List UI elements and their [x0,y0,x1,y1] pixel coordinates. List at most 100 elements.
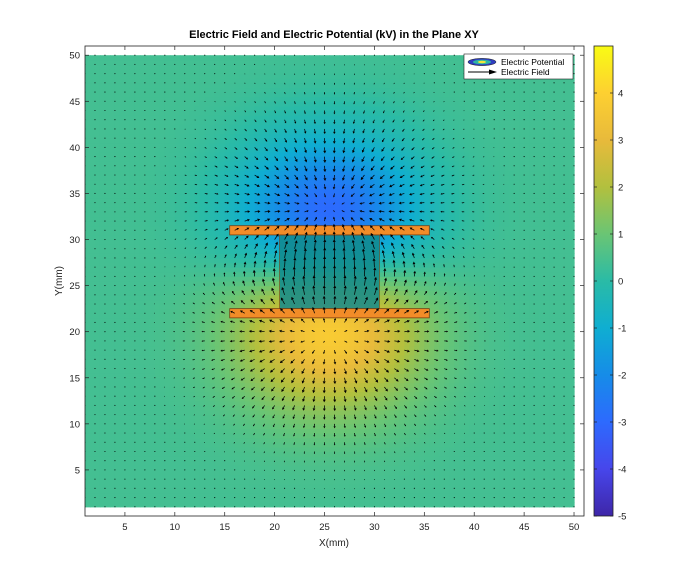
heatmap-cell [134,373,141,379]
heatmap-cell [319,382,326,388]
heatmap-cell [229,446,236,453]
heatmap-cell [129,244,136,250]
heatmap-cell [284,460,291,466]
heatmap-cell [189,239,196,245]
heatmap-cell [279,483,286,489]
heatmap-cell [134,198,141,204]
heatmap-cell [279,124,286,130]
heatmap-cell [189,285,196,291]
heatmap-cell [214,373,221,379]
heatmap-cell [89,428,96,434]
heatmap-cell [129,285,136,291]
heatmap-cell [234,207,241,213]
heatmap-cell [159,151,166,158]
heatmap-cell [214,211,221,218]
heatmap-cell [179,317,186,324]
heatmap-cell [99,492,106,499]
heatmap-cell [249,428,256,434]
heatmap-cell [164,142,171,148]
heatmap-cell [279,488,286,494]
heatmap-cell [299,87,306,93]
heatmap-cell [244,179,251,185]
heatmap-cell [194,96,201,102]
heatmap-cell [199,198,206,204]
heatmap-cell [249,327,256,333]
heatmap-cell [189,230,196,236]
heatmap-cell [139,340,146,347]
heatmap-cell [304,142,311,148]
heatmap-cell [299,428,306,434]
heatmap-cell [139,414,146,420]
heatmap-cell [99,483,106,489]
heatmap-cell [94,345,101,351]
heatmap-cell [219,69,226,75]
heatmap-cell [224,359,231,365]
heatmap-cell [134,128,141,135]
heatmap-cell [164,299,171,305]
heatmap-cell [189,161,196,167]
heatmap-cell [134,474,141,480]
heatmap-cell [274,115,281,121]
heatmap-cell [174,474,181,480]
heatmap-cell [259,410,266,416]
heatmap-cell [119,230,126,236]
heatmap-cell [334,128,341,135]
heatmap-cell [109,87,116,93]
heatmap-cell [129,290,136,296]
heatmap-cell [284,115,291,121]
heatmap-cell [189,276,196,282]
heatmap-cell [209,465,216,471]
heatmap-cell [124,502,131,508]
heatmap-cell [319,437,326,443]
heatmap-cell [274,221,281,227]
heatmap-cell [134,382,141,388]
heatmap-cell [159,317,166,324]
heatmap-cell [174,101,181,107]
heatmap-cell [209,442,216,448]
heatmap-cell [169,285,176,291]
heatmap-cell [319,442,326,448]
heatmap-cell [334,69,341,75]
heatmap-cell [289,497,296,503]
heatmap-cell [324,64,331,70]
heatmap-cell [89,230,96,236]
heatmap-cell [199,87,206,93]
heatmap-cell [139,294,146,301]
heatmap-cell [184,110,191,116]
heatmap-cell [189,492,196,499]
heatmap-cell [264,474,271,480]
heatmap-cell [104,492,111,499]
heatmap-cell [174,211,181,218]
heatmap-cell [334,211,341,218]
heatmap-cell [174,175,181,181]
heatmap-cell [99,281,106,287]
heatmap-cell [269,465,276,471]
heatmap-cell [284,133,291,139]
heatmap-cell [164,423,171,430]
heatmap-cell [159,290,166,296]
heatmap-cell [329,105,336,112]
heatmap-cell [304,87,311,93]
heatmap-cell [314,216,321,222]
heatmap-cell [109,216,116,222]
heatmap-cell [209,161,216,167]
heatmap-cell [249,410,256,416]
heatmap-cell [214,488,221,494]
heatmap-cell [209,400,216,407]
heatmap-cell [259,156,266,162]
heatmap-cell [264,469,271,476]
heatmap-cell [269,110,276,116]
heatmap-cell [85,101,91,107]
heatmap-cell [284,124,291,130]
heatmap-cell [329,433,336,439]
heatmap-cell [174,322,181,328]
heatmap-cell [104,290,111,296]
heatmap-cell [324,184,331,190]
heatmap-cell [319,502,326,508]
heatmap-cell [214,442,221,448]
heatmap-cell [104,428,111,434]
heatmap-cell [299,128,306,135]
heatmap-cell [184,354,191,360]
heatmap-cell [234,156,241,162]
heatmap-cell [109,373,116,379]
